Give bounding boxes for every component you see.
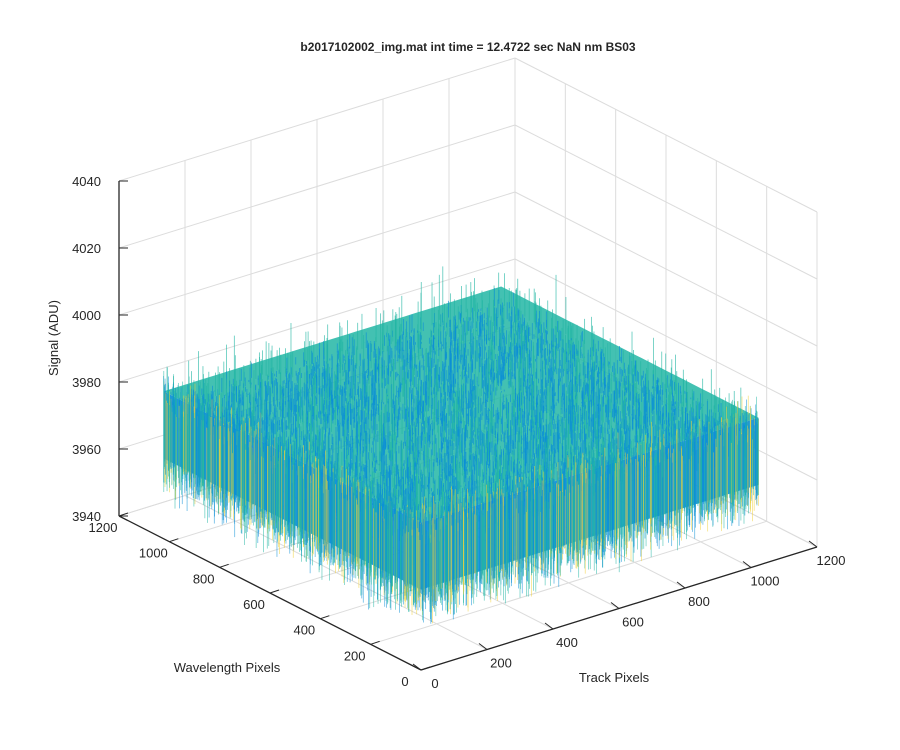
wall-gridline — [118, 258, 516, 383]
wall-gridline — [118, 57, 516, 182]
wall-gridline — [514, 124, 818, 280]
wall-gridline — [118, 191, 516, 316]
wall-gridline — [514, 191, 818, 347]
wall-gridline — [514, 258, 818, 414]
surface-plot — [163, 266, 759, 624]
wall-gridline — [514, 57, 818, 213]
wall-gridline — [118, 124, 516, 249]
chart-title: b2017102002_img.mat int time = 12.4722 s… — [300, 40, 636, 54]
